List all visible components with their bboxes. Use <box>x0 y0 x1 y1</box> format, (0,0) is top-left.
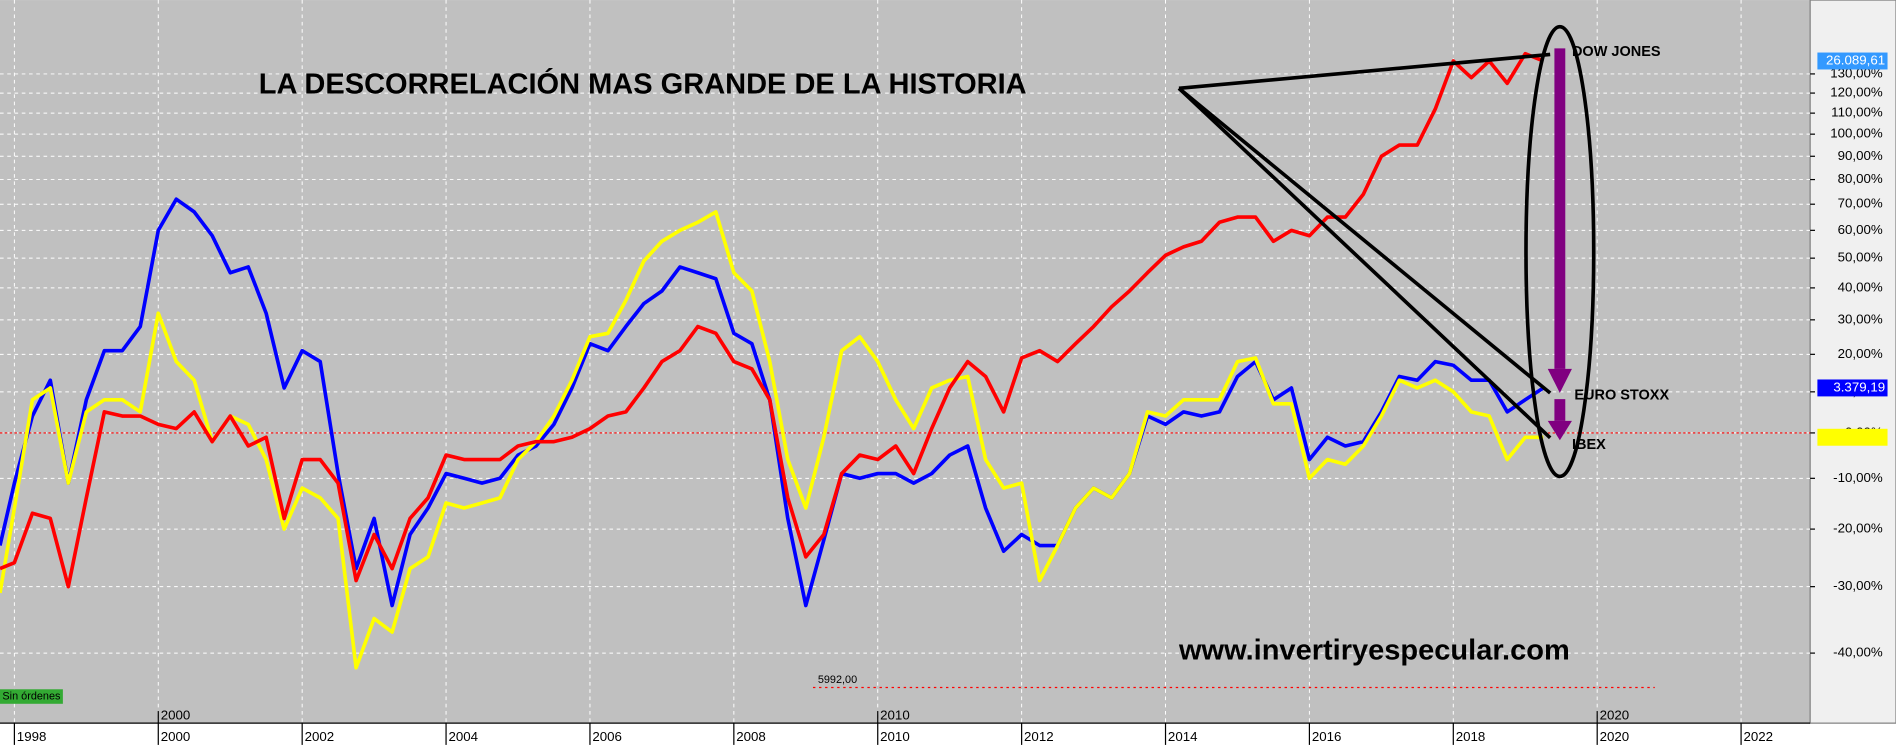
last-value-label: 3.379,19 <box>1833 379 1885 394</box>
x-tick-label: 2008 <box>736 729 766 744</box>
series-label: IBEX <box>1572 437 1606 453</box>
x-tick-label: 2016 <box>1312 729 1342 744</box>
reference-label: 5992,00 <box>818 674 857 686</box>
x-tick-label: 2022 <box>1743 729 1773 744</box>
y-tick-label: 110,00% <box>1831 105 1883 120</box>
status-badge <box>0 689 63 704</box>
pointer-line <box>1177 86 1552 440</box>
purple-arrow-head <box>1547 368 1572 394</box>
value-axis-panel <box>1809 0 1896 724</box>
x-decade-label: 2010 <box>880 707 910 722</box>
y-tick-label: 50,00% <box>1838 250 1883 265</box>
series-line <box>0 210 1544 670</box>
y-tick-label: -40,00% <box>1833 645 1883 660</box>
x-tick-label: 1998 <box>17 729 47 744</box>
series-label: EURO STOXX <box>1574 387 1669 403</box>
purple-arrow-head <box>1547 420 1572 441</box>
last-value-label: 26.089,61 <box>1826 53 1885 68</box>
y-tick-label: -10,00% <box>1833 470 1883 485</box>
x-tick-label: 2004 <box>448 729 478 744</box>
last-value-box <box>1817 379 1888 397</box>
pointer-line <box>1177 86 1552 395</box>
highlight-ellipse <box>1524 24 1596 479</box>
status-text: Sin órdenes <box>2 690 61 702</box>
x-tick-label: 2014 <box>1168 729 1198 744</box>
y-tick-label: 70,00% <box>1838 196 1883 211</box>
series-line <box>0 51 1544 589</box>
y-tick-label: 120,00% <box>1830 85 1883 100</box>
x-tick-label: 2002 <box>305 729 335 744</box>
x-tick-label: 2000 <box>161 729 191 744</box>
x-decade-label: 2020 <box>1600 707 1630 722</box>
y-tick-label: -20,00% <box>1833 521 1883 536</box>
y-tick-label: 60,00% <box>1838 222 1883 237</box>
y-tick-label: 20,00% <box>1838 346 1883 361</box>
x-tick-label: 2020 <box>1600 729 1630 744</box>
plot-area <box>0 0 1811 724</box>
chart-title: LA DESCORRELACIÓN MAS GRANDE DE LA HISTO… <box>259 67 1027 101</box>
website: www.invertiryespecular.com <box>1178 634 1570 666</box>
pointer-line <box>1178 52 1551 91</box>
last-value-box <box>1817 52 1888 70</box>
x-tick-label: 2006 <box>592 729 622 744</box>
y-tick-label: 80,00% <box>1838 171 1883 186</box>
y-tick-label: -30,00% <box>1833 578 1883 593</box>
x-decade-label: 2000 <box>161 707 191 722</box>
series-label: DOW JONES <box>1572 44 1661 60</box>
y-tick-label: 30,00% <box>1838 311 1883 326</box>
y-tick-label: 100,00% <box>1830 126 1883 141</box>
last-value-box <box>1817 428 1888 446</box>
y-tick-label: 40,00% <box>1838 279 1883 294</box>
x-tick-label: 2018 <box>1456 729 1486 744</box>
x-tick-label: 2010 <box>880 729 910 744</box>
x-tick-label: 2012 <box>1024 729 1054 744</box>
y-tick-label: 90,00% <box>1838 148 1883 163</box>
